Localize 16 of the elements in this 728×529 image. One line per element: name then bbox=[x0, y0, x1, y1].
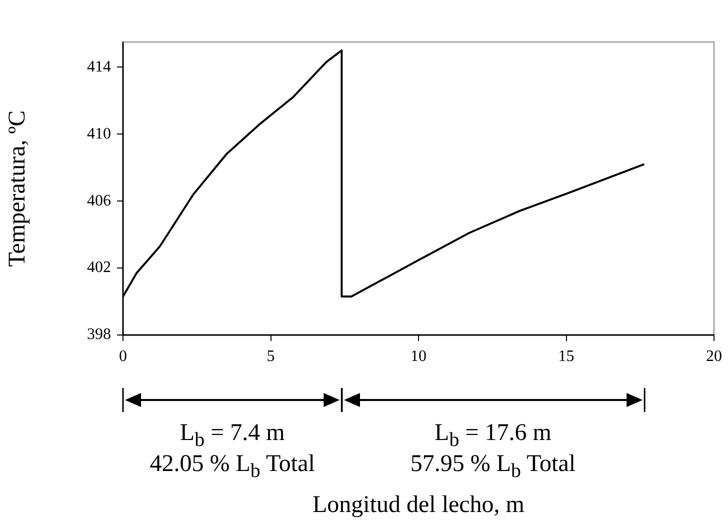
x-tick-label: 0 bbox=[119, 348, 127, 365]
text: 42.05 % L$_{b}$ Total bbox=[150, 450, 315, 484]
y-axis-title: Temperatura, ºC bbox=[4, 110, 31, 267]
y-tick-label: 410 bbox=[87, 125, 111, 142]
text: L$_{b}$ = 7.4 m bbox=[180, 420, 285, 451]
x-tick-label: 20 bbox=[706, 348, 722, 365]
text: Longitud del lecho, m bbox=[312, 491, 524, 520]
text: 57.95 % L$_{b}$ Total bbox=[410, 450, 576, 484]
y-tick-label: 406 bbox=[87, 192, 111, 210]
x-tick-label: 15 bbox=[558, 348, 574, 365]
x-tick-label: 5 bbox=[266, 348, 275, 365]
x-tick-label: 10 bbox=[410, 348, 426, 365]
text: L$_{b}$ = 17.6 m bbox=[434, 420, 552, 451]
y-tick-label: 414 bbox=[87, 58, 111, 76]
y-tick-label: 402 bbox=[87, 259, 111, 276]
y-tick-label: 398 bbox=[87, 326, 111, 344]
